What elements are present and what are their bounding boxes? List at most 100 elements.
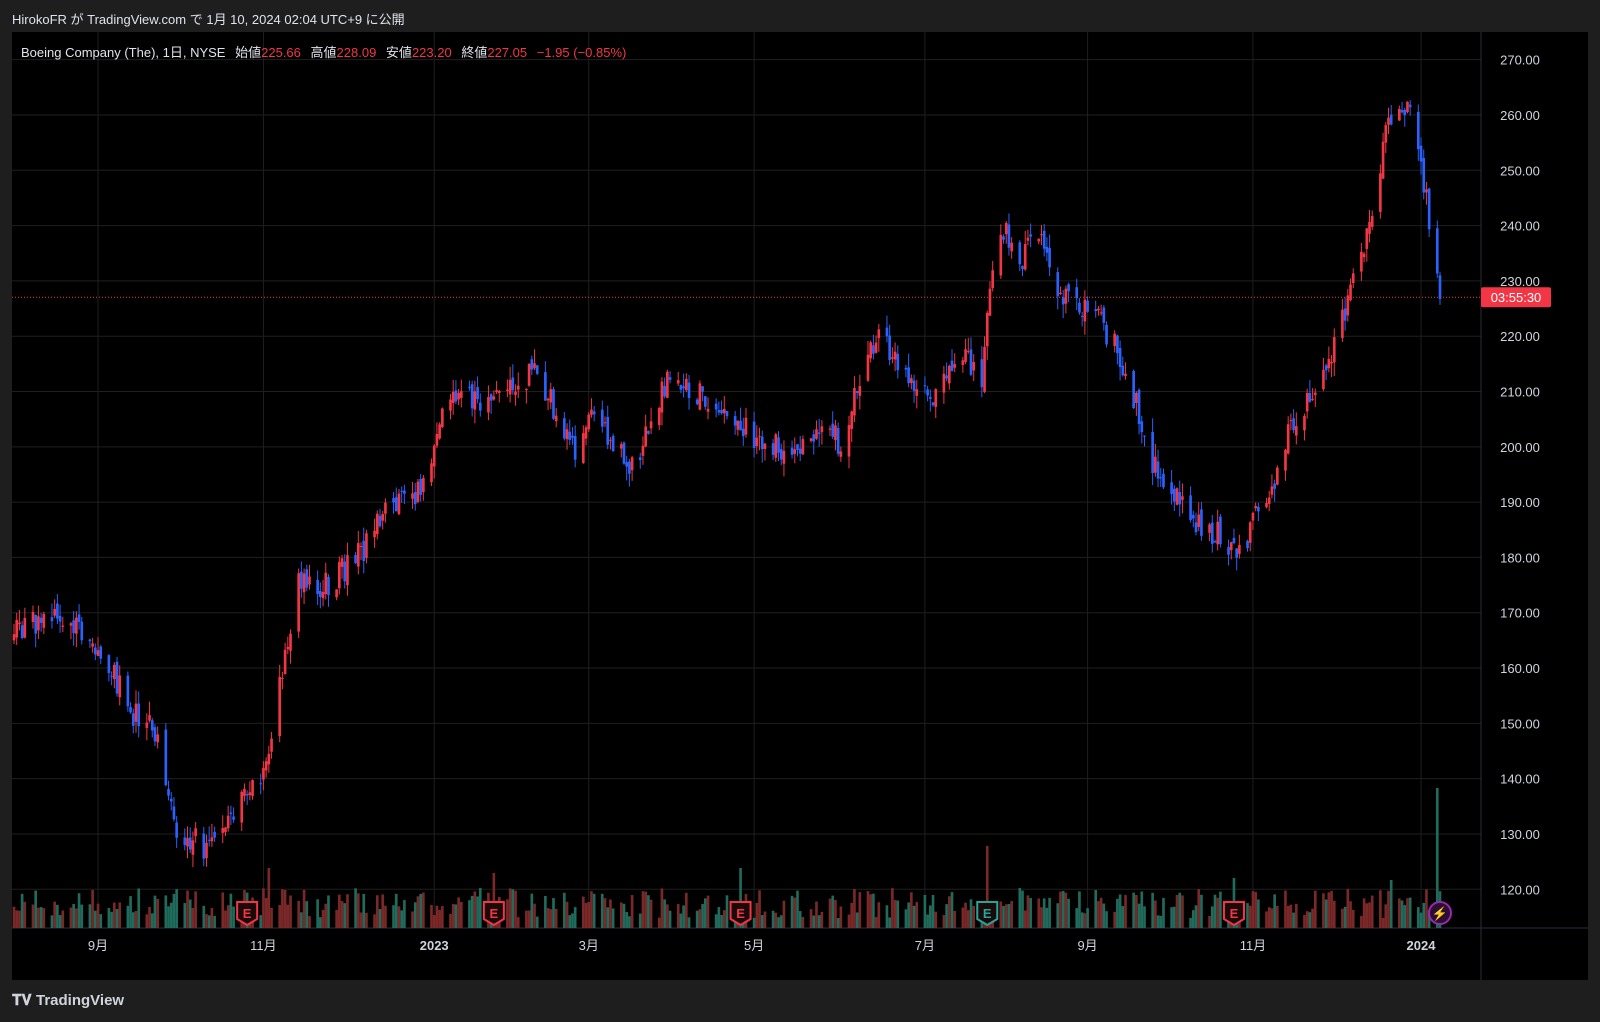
candle-body — [411, 493, 414, 499]
candle-body — [1403, 109, 1407, 116]
volume-bar — [259, 915, 263, 928]
symbol-title: Boeing Company (The), 1日, NYSE — [21, 45, 226, 60]
volume-bar — [1398, 898, 1401, 928]
candle-body — [544, 372, 547, 401]
candle-body — [1389, 114, 1393, 125]
volume-bar — [630, 895, 634, 928]
volume-bar — [15, 910, 19, 928]
volume-bar — [1067, 898, 1070, 928]
close-label: 終値 — [461, 45, 488, 60]
candle-body — [1343, 308, 1347, 321]
candle-body — [413, 491, 417, 505]
earnings-event-marker[interactable] — [976, 901, 999, 927]
candle-body — [308, 576, 311, 585]
volume-bar — [606, 907, 610, 928]
volume-bar — [885, 905, 889, 928]
candle-body — [1151, 431, 1154, 474]
tradingview-logo[interactable]: 𝐓𝐕 TradingView — [12, 991, 124, 1009]
candle-body — [809, 438, 813, 441]
volume-bar — [1162, 897, 1165, 928]
x-tick-label: 9月 — [1077, 938, 1097, 953]
event-marker-label: E — [983, 906, 992, 921]
volume-bar — [169, 902, 173, 928]
volume-bar — [798, 911, 802, 928]
candle-body — [687, 382, 691, 398]
candle-body — [1324, 365, 1328, 371]
candle-body — [278, 676, 282, 737]
candle-body — [478, 402, 482, 411]
volume-bar — [435, 905, 439, 928]
volume-bar — [156, 898, 160, 928]
candle-body — [232, 816, 235, 820]
volume-bar — [1419, 912, 1423, 928]
volume-bar — [1135, 894, 1138, 928]
volume-bar — [365, 912, 368, 928]
candle-body — [20, 625, 24, 638]
candle-body — [649, 421, 653, 429]
volume-bar — [1324, 899, 1328, 928]
volume-bar — [129, 896, 132, 928]
volume-bar — [1116, 898, 1119, 928]
volume-bar — [812, 915, 816, 928]
candle-body — [473, 391, 477, 410]
chart-area[interactable]: E E E E E ⚡ 03:55:30 270.00 260.00 250.00 240.00 2… — [12, 32, 1588, 980]
candle-body — [264, 761, 268, 771]
volume-bar — [1276, 905, 1279, 928]
candle-body — [400, 490, 404, 492]
candle-body — [587, 414, 591, 430]
volume-bar — [1048, 897, 1051, 928]
candle-body — [1004, 222, 1008, 235]
volume-bar — [1086, 908, 1089, 928]
candle-body — [378, 515, 382, 527]
volume-bar — [39, 907, 43, 928]
candle-body — [1135, 392, 1138, 403]
candle-body — [657, 407, 661, 426]
volume-bar — [698, 909, 702, 928]
volume-bar — [1387, 890, 1390, 928]
flash-event-marker[interactable] — [1428, 901, 1452, 925]
candle-body — [375, 513, 379, 535]
candle-body — [1362, 253, 1366, 258]
volume-bar — [834, 899, 837, 928]
earnings-event-marker[interactable] — [482, 901, 505, 927]
open-label: 始値 — [235, 45, 262, 60]
low-label: 安値 — [385, 45, 412, 60]
candle-body — [1037, 238, 1041, 242]
published-text: HirokoFR が TradingView.com で 1月 10, 2024… — [12, 12, 405, 27]
volume-bar — [568, 915, 572, 928]
volume-bar — [929, 905, 932, 928]
earnings-event-marker[interactable] — [729, 901, 752, 927]
volume-bar — [118, 902, 122, 928]
volume-bar — [492, 873, 496, 928]
candle-body — [836, 428, 840, 454]
candle-body — [302, 573, 306, 593]
event-marker-label: E — [490, 906, 499, 921]
volume-bar — [853, 888, 856, 928]
candle-body — [145, 722, 149, 728]
candlestick-chart[interactable]: E E E E E ⚡ 03:55:30 270.00 260.00 250.00 240.00 2… — [12, 32, 1588, 980]
candle-body — [1379, 173, 1382, 212]
earnings-event-marker[interactable] — [1222, 901, 1245, 927]
volume-bar — [470, 895, 474, 928]
volume-bar — [777, 917, 780, 928]
volume-bar — [1327, 892, 1331, 928]
volume-bar — [264, 898, 268, 928]
volume-bar — [506, 899, 509, 928]
candle-body — [516, 385, 520, 390]
candle-body — [511, 377, 515, 391]
volume-bar — [628, 916, 631, 928]
candle-body — [394, 497, 398, 512]
candle-body — [259, 783, 263, 785]
volume-bar — [817, 915, 821, 928]
volume-bar — [283, 889, 287, 928]
volume-bar — [915, 902, 919, 928]
volume-bar — [1254, 891, 1257, 928]
volume-bar — [183, 903, 187, 928]
volume-bar — [1246, 903, 1249, 928]
candle-body — [1311, 398, 1314, 401]
volume-bar — [1257, 899, 1260, 928]
earnings-event-marker[interactable] — [236, 901, 259, 927]
volume-bar — [590, 891, 593, 928]
candle-body — [94, 647, 97, 655]
volume-bar — [603, 898, 607, 928]
